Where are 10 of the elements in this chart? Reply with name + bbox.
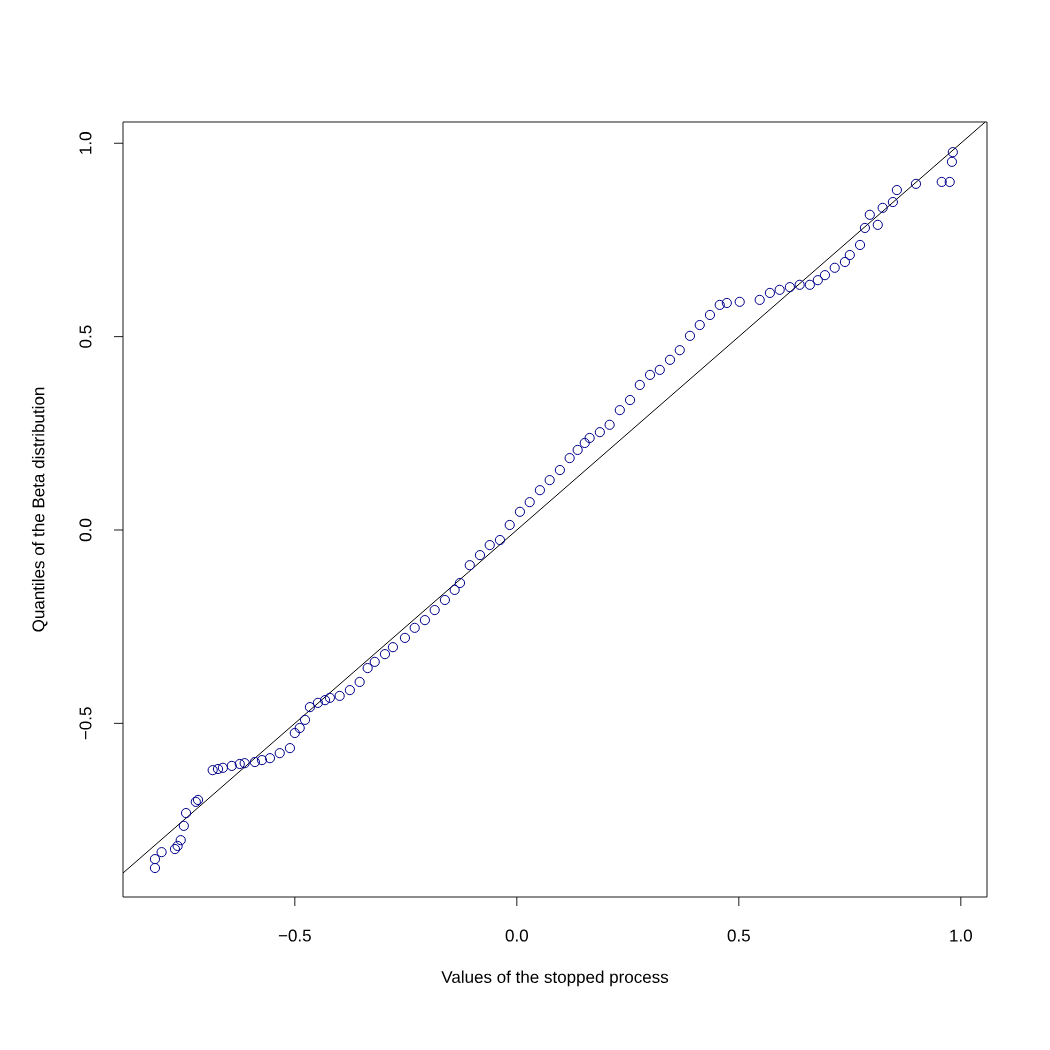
x-tick-label: 0.5: [727, 929, 750, 942]
x-axis-title: Values of the stopped process: [441, 970, 669, 987]
y-tick-label: 0.5: [79, 325, 92, 348]
y-tick-label: −0.5: [79, 707, 92, 740]
y-axis-title: Quantiles of the Beta distribution: [31, 387, 48, 632]
x-tick-label: 1.0: [950, 929, 972, 942]
y-tick-label: 0.0: [79, 518, 92, 542]
x-tick-label: −0.5: [278, 929, 311, 942]
y-tick-label: 1.0: [79, 132, 92, 154]
x-tick-label: 0.0: [505, 929, 528, 942]
